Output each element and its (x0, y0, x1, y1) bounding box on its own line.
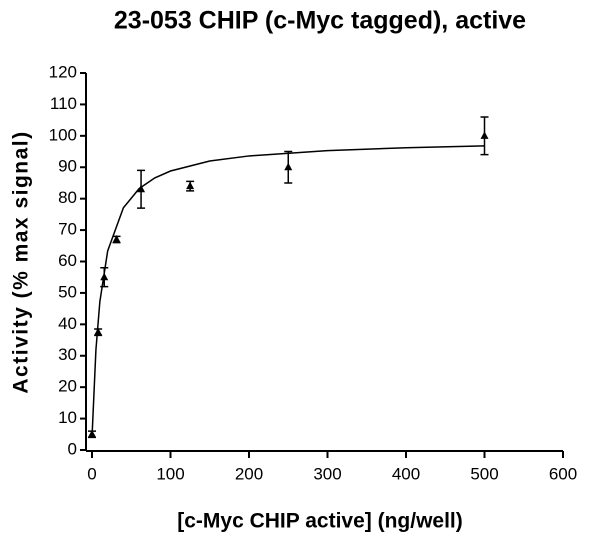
y-tick-label: 30 (58, 345, 77, 364)
data-point (88, 429, 96, 438)
y-tick-label: 100 (49, 125, 77, 144)
x-tick-label: 300 (313, 464, 341, 483)
chart-title: 23-053 CHIP (c-Myc tagged), active (114, 7, 526, 35)
y-tick-label: 120 (49, 62, 77, 81)
y-tick-label: 10 (58, 408, 77, 427)
y-tick-label: 20 (58, 377, 77, 396)
x-tick-label: 400 (392, 464, 420, 483)
data-point (112, 235, 121, 243)
y-tick-label: 110 (50, 94, 77, 113)
y-tick-label: 70 (58, 220, 77, 239)
data-point (284, 162, 293, 171)
y-tick-label: 50 (58, 282, 77, 301)
x-tick-label: 600 (549, 464, 577, 483)
fit-curve (91, 145, 485, 438)
y-tick-label: 90 (58, 157, 77, 176)
y-tick-label: 40 (58, 314, 77, 333)
y-tick-label: 0 (68, 439, 77, 458)
data-point (480, 131, 489, 139)
x-axis-label: [c-Myc CHIP active] (ng/well) (177, 510, 463, 533)
x-tick-label: 500 (470, 464, 498, 483)
y-axis-label: Activity (% max signal) (10, 130, 33, 393)
y-tick-label: 80 (58, 188, 77, 207)
data-point (137, 184, 146, 193)
data-point (94, 327, 103, 336)
data-point (186, 181, 195, 190)
x-tick-label: 0 (87, 464, 96, 483)
data-point (100, 272, 109, 281)
y-tick-label: 60 (58, 251, 77, 270)
x-tick-label: 100 (156, 464, 184, 483)
x-tick-label: 200 (235, 464, 263, 483)
